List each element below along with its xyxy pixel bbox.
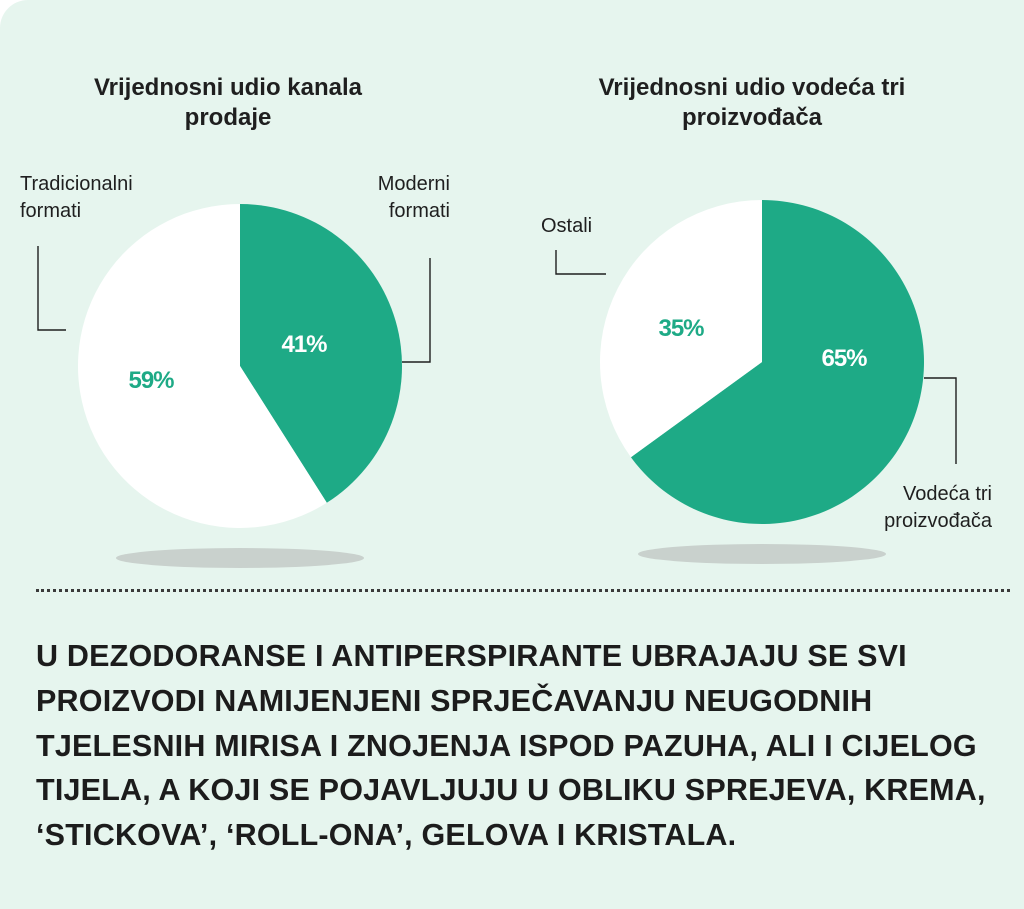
pie-category-label: Vodeća tri proizvođača [884, 483, 993, 532]
text-line: Vrijednosni udio vodeća tri [599, 74, 906, 101]
text-line: formati [20, 200, 81, 222]
pie-shadow [116, 548, 364, 568]
text-line: proizvođača [682, 104, 823, 131]
leader-line [402, 258, 431, 363]
pie-slice-2 [600, 200, 762, 458]
dotted-separator [36, 589, 1010, 592]
pie-value-label: 59% [128, 367, 174, 394]
leader-line [555, 250, 606, 275]
chart-title: Vrijednosni udio vodeća tri proizvođača [599, 74, 906, 131]
pie-category-label: Moderni formati [378, 173, 450, 222]
pie-category-label: Ostali [541, 215, 592, 237]
chart-title: Vrijednosni udio kanala prodaje [94, 74, 363, 131]
pie-charts: Vrijednosni udio kanala prodaje 41% 59% Mode… [20, 74, 993, 568]
pie-value-label: 65% [821, 345, 867, 372]
text-line: Ostali [541, 215, 592, 237]
leader-line [37, 246, 66, 331]
pie-value-label: 41% [281, 331, 327, 358]
text-line: formati [389, 200, 450, 222]
text-line: Vrijednosni udio kanala [94, 74, 363, 101]
text-line: Moderni [378, 173, 450, 195]
pie-shadow [638, 544, 886, 564]
pie-slice-2 [77, 203, 327, 528]
pie-value-label: 35% [658, 315, 704, 342]
body-text: U DEZODORANSE I ANTIPERSPIRANTE UBRAJAJU… [36, 639, 986, 853]
text-line: Tradicionalni [20, 173, 133, 195]
leader-line [924, 377, 957, 464]
pie-slice-1 [240, 204, 402, 503]
pie-slice-1 [630, 199, 925, 524]
pie-category-label: Tradicionalni formati [20, 173, 133, 222]
text-line: prodaje [185, 104, 272, 131]
text-line: proizvođača [884, 510, 993, 532]
text-line: Vodeća tri [903, 483, 992, 505]
